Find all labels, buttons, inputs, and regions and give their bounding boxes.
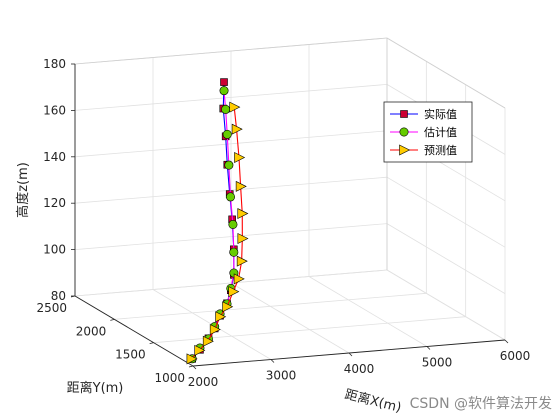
data-point-triangle	[194, 344, 206, 356]
grid-line-z-back	[74, 84, 388, 111]
z-axis-label: 高度z(m)	[15, 162, 31, 218]
box-edge	[74, 37, 388, 65]
data-point-square	[220, 78, 228, 86]
grid-line-x-floor	[308, 276, 428, 347]
data-point-triangle	[222, 301, 234, 313]
data-point-triangle	[215, 311, 227, 323]
data-point-triangle	[228, 286, 240, 298]
x-tick-label: 4000	[344, 362, 375, 376]
grid-line-z-side	[386, 269, 506, 341]
grid-line-x-floor	[230, 282, 350, 354]
axes-box	[70, 37, 509, 370]
x-tick-mark	[504, 339, 509, 344]
z-tick-label: 80	[51, 289, 66, 303]
data-point-triangle	[235, 180, 247, 192]
data-point-circle	[226, 192, 236, 202]
legend-item: 实际值	[390, 107, 457, 121]
x-tick-mark	[192, 365, 197, 370]
data-point-circle	[222, 129, 232, 139]
y-axis-label: 距离Y(m)	[67, 380, 124, 396]
data-point-circle	[224, 160, 234, 170]
grid-line-z-back	[74, 176, 388, 204]
z-tick-label: 140	[43, 150, 66, 164]
data-point-triangle	[234, 152, 246, 163]
y-tick-mark	[149, 342, 154, 345]
series-3	[186, 101, 249, 365]
grid-line-z-side	[386, 223, 506, 294]
grid-line-z-back	[74, 130, 388, 158]
data-point-circle	[399, 127, 409, 137]
z-tick-label: 120	[43, 196, 66, 210]
legend-item: 估计值	[390, 126, 457, 139]
y-axis-line	[74, 295, 194, 367]
data-point-triangle	[186, 353, 198, 365]
y-tick-label: 2500	[36, 301, 67, 315]
data-point-triangle	[202, 335, 214, 347]
watermark: CSDN @软件算法开发	[410, 396, 552, 412]
legend-label: 预测值	[424, 144, 457, 157]
y-tick-mark	[110, 318, 115, 321]
y-tick-mark	[188, 365, 194, 368]
data-point-triangle	[231, 123, 243, 135]
data-point-triangle	[237, 233, 249, 244]
data-point-triangle	[236, 255, 248, 267]
data-point-circle	[228, 219, 238, 229]
legend-label: 估计值	[424, 126, 457, 139]
data-point-triangle	[209, 323, 221, 335]
x-tick-label: 6000	[500, 349, 531, 363]
data-point-circle	[229, 247, 239, 257]
grid-line-z-back	[74, 223, 388, 250]
x-tick-label: 3000	[266, 369, 297, 383]
grid-line-z-side	[386, 176, 506, 248]
x-tick-label: 5000	[422, 356, 453, 370]
y-tick-label: 1000	[154, 371, 185, 385]
x-tick-mark	[426, 346, 431, 350]
grid-line-z-back	[74, 269, 388, 297]
data-point-circle	[221, 104, 231, 114]
z-tick-label: 100	[43, 243, 66, 257]
data-point-triangle	[399, 144, 411, 156]
data-series	[186, 78, 249, 365]
z-tick-label: 180	[43, 57, 66, 71]
data-point-triangle	[229, 101, 241, 113]
x-tick-mark	[348, 352, 353, 357]
y-tick-label: 1500	[115, 348, 146, 362]
x-tick-mark	[270, 359, 275, 363]
data-point-circle	[219, 86, 229, 96]
data-point-square	[400, 110, 408, 118]
data-point-triangle	[233, 273, 245, 285]
box-edge	[386, 37, 506, 109]
axes-panes	[75, 38, 505, 366]
legend-item: 预测值	[390, 144, 457, 157]
grid-line-y-floor	[114, 292, 427, 320]
data-point-triangle	[237, 208, 249, 220]
x-tick-label: 2000	[188, 375, 219, 389]
y-tick-label: 2000	[76, 324, 107, 338]
legend-label: 实际值	[424, 107, 457, 121]
z-tick-label: 160	[43, 103, 66, 117]
